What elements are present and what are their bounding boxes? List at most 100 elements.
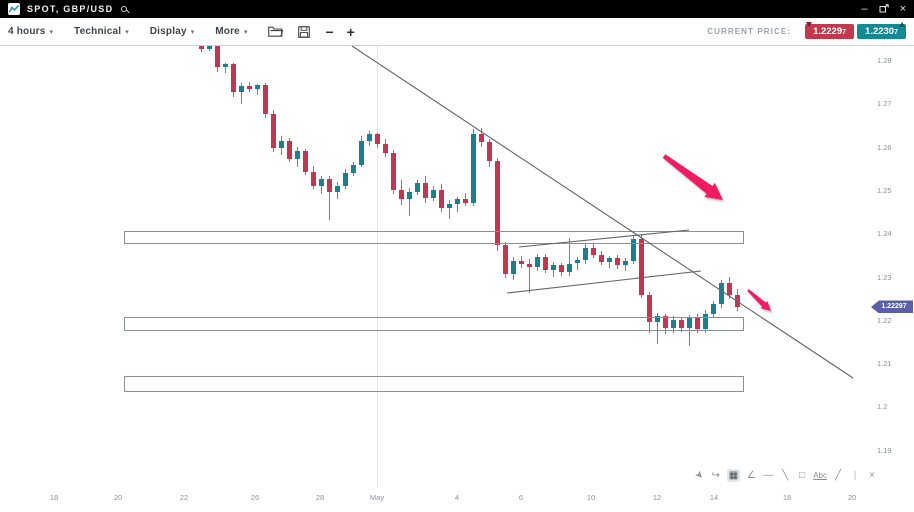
x-axis-label: 10 [586,493,596,502]
candle [270,113,276,149]
ask-price-badge[interactable]: 1.22307 [857,22,906,39]
more-dropdown[interactable]: More ▾ [215,26,248,37]
down-tick-icon [806,22,813,27]
tool-text-icon[interactable]: Abc [813,471,827,480]
candle [462,199,468,203]
candle [310,171,316,186]
candle [390,152,396,190]
open-folder-icon[interactable] [268,26,284,37]
candle [238,85,244,93]
drawing-toolbar: ➤ ↪ ▦ ∠ — ╲ □ Abc ╱ | × [691,468,878,483]
candle [262,85,268,114]
chevron-down-icon: ▾ [190,28,195,36]
candle-wick [200,46,202,53]
popout-icon[interactable] [879,3,889,15]
save-icon[interactable] [298,25,311,38]
candle-wick [240,83,242,105]
current-price-label: CURRENT PRICE: [707,27,792,36]
chevron-down-icon: ▾ [243,28,248,36]
candle [542,257,548,270]
candle [582,247,588,261]
x-axis-label: 6 [518,493,524,502]
tool-rectangle-icon[interactable]: □ [799,470,806,481]
x-axis-label: May [369,493,385,502]
candle [422,182,428,198]
chevron-down-icon: ▾ [49,28,54,36]
candle [246,85,252,89]
support-zone-1205[interactable] [124,376,744,392]
bid-price-badge[interactable]: 1.22297 [805,22,855,39]
zoom-in-button[interactable]: + [346,23,355,40]
candle [486,142,492,162]
x-axis-label: 18 [49,493,59,502]
tool-ray-icon[interactable]: ╱ [834,470,842,481]
x-axis-label: 20 [113,493,123,502]
support-zone-122[interactable] [124,317,744,331]
close-icon[interactable]: × [899,3,906,15]
chart-drawings-overlay [351,46,854,379]
candle [614,258,620,266]
y-axis-label: 1.28 [877,56,892,65]
timeframe-dropdown[interactable]: 4 hours ▾ [8,26,54,37]
candle [438,189,444,209]
flag-lower-line[interactable] [506,270,702,294]
candle [622,260,628,266]
x-axis-label: 4 [454,493,460,502]
candle [406,191,412,200]
candle [382,144,388,153]
candle-wick [224,62,226,73]
candle [590,247,596,255]
candle-wick [328,176,330,221]
tool-angle-icon[interactable]: ∠ [746,470,756,481]
candle [398,189,404,200]
tool-pointer-icon[interactable]: ➤ [691,468,706,483]
x-axis-label: 14 [709,493,719,502]
candle [454,199,460,204]
candle [278,140,284,149]
tool-horizontal-line-icon[interactable]: — [763,470,774,481]
candle [470,134,476,203]
technical-dropdown[interactable]: Technical ▾ [74,26,129,37]
candle [734,294,740,307]
candle [726,283,732,295]
candle [606,258,612,262]
candle [350,164,356,173]
tool-close-icon[interactable]: × [869,470,875,481]
candle [294,150,300,159]
candle [558,265,564,273]
y-axis-label: 1.22 [877,315,892,325]
candle [358,140,364,165]
candle [342,172,348,186]
candle [478,134,484,143]
display-dropdown[interactable]: Display ▾ [149,26,195,37]
candle [326,178,332,193]
minimize-icon[interactable]: – [861,3,868,15]
candle [414,182,420,192]
x-axis-label: 20 [847,493,857,502]
sell-arrow-large[interactable] [662,154,723,200]
candle [222,64,228,67]
y-axis-label: 1.25 [877,185,892,195]
toolbar: 4 hours ▾ Technical ▾ Display ▾ More ▾ −… [0,18,914,46]
candle [534,257,540,267]
title-bar: SPOT, GBP/USD – × [0,0,914,18]
zoom-out-button[interactable]: − [325,23,334,40]
candle [446,203,452,209]
search-icon[interactable] [121,6,128,12]
chevron-down-icon: ▾ [125,28,129,36]
tool-polyline-arrow-icon[interactable]: ↪ [711,470,720,481]
sell-arrow-small[interactable] [747,289,771,311]
candle [206,46,212,49]
chart-plot-area[interactable]: 1.22297 ➤ ↪ ▦ ∠ — ╲ □ Abc ╱ | × 1.28 1.27 1.26 1.25 1.… [0,46,914,512]
candle [230,64,236,93]
tool-separator: | [853,470,857,481]
tool-trend-line-icon[interactable]: ╲ [782,470,789,481]
candle [286,140,292,159]
resistance-zone-124[interactable] [124,231,744,244]
candle [366,134,372,141]
candle [710,304,716,314]
candle [254,85,260,89]
tool-grid-icon[interactable]: ▦ [726,469,741,482]
candle [598,254,604,262]
candle [574,260,580,264]
